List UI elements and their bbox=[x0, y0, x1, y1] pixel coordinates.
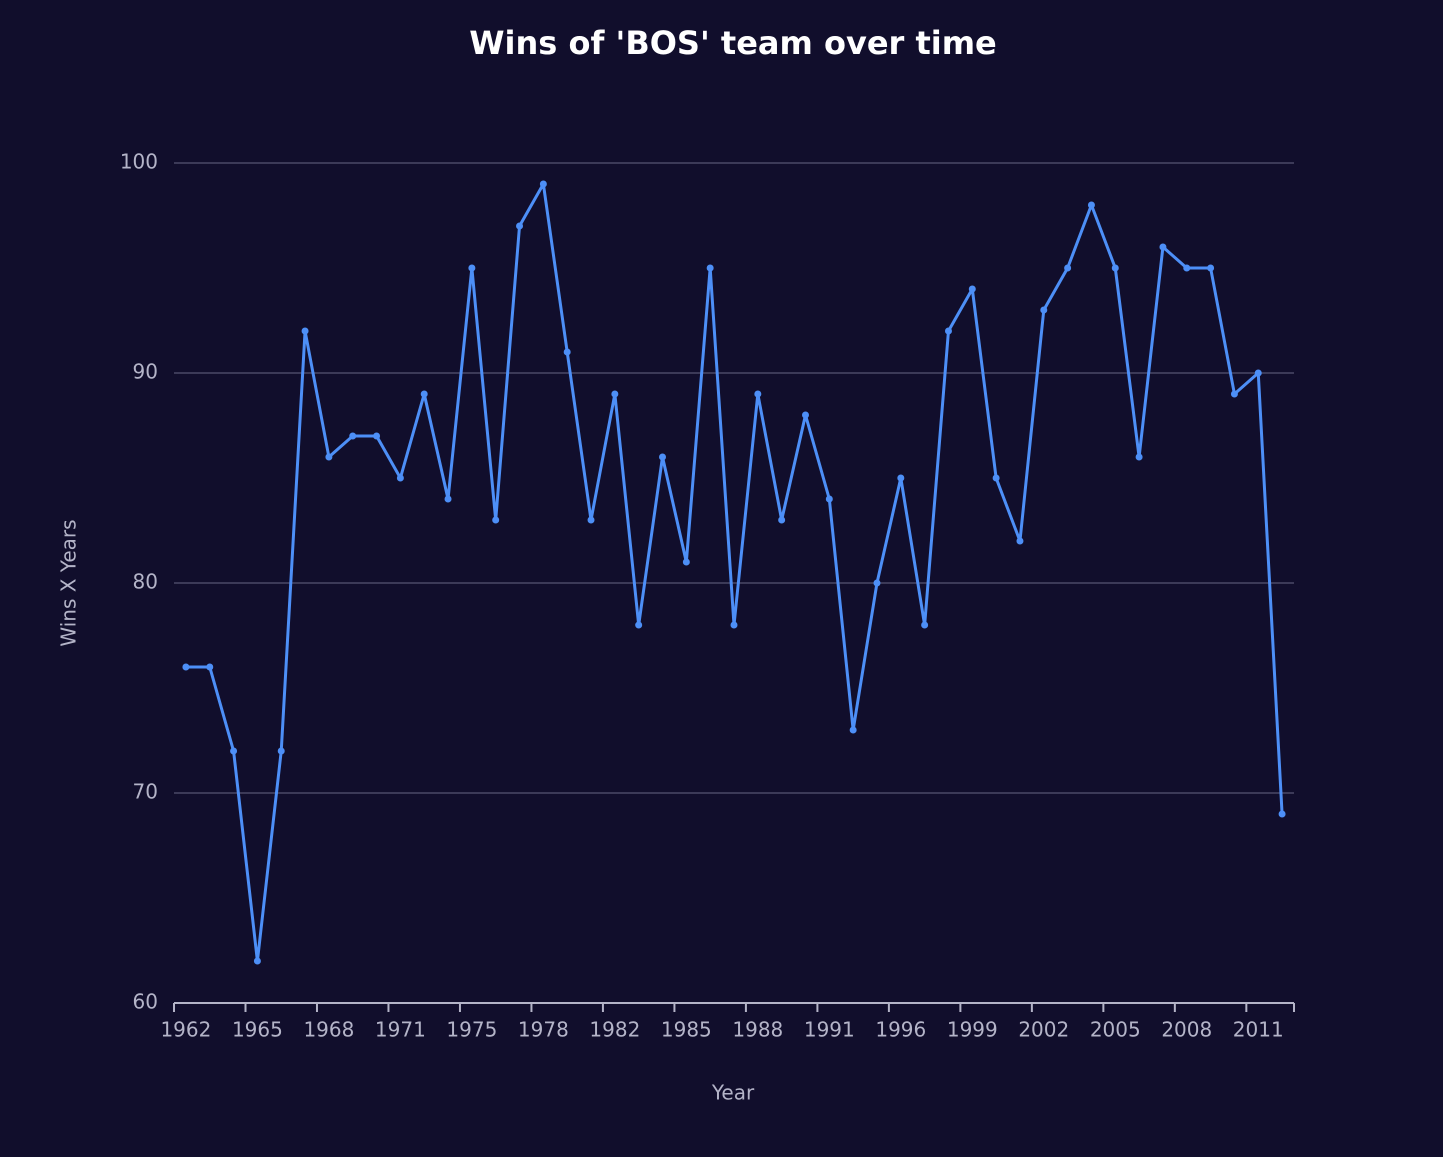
point bbox=[349, 432, 357, 440]
x-tick-label: 1968 bbox=[303, 1018, 354, 1042]
point bbox=[468, 264, 476, 272]
x-tick-label: 1975 bbox=[446, 1018, 497, 1042]
point bbox=[1040, 306, 1048, 314]
x-tick-label: 1962 bbox=[160, 1018, 211, 1042]
point bbox=[944, 327, 952, 335]
point bbox=[968, 285, 976, 293]
point bbox=[325, 453, 333, 461]
point bbox=[897, 474, 905, 482]
point bbox=[301, 327, 309, 335]
point bbox=[1135, 453, 1143, 461]
point bbox=[992, 474, 1000, 482]
y-axis-label: Wins X Years bbox=[57, 519, 81, 646]
point bbox=[754, 390, 762, 398]
point bbox=[1159, 243, 1167, 251]
y-tick-label: 100 bbox=[120, 150, 158, 174]
point bbox=[1064, 264, 1072, 272]
point bbox=[396, 474, 404, 482]
point bbox=[706, 264, 714, 272]
y-tick-label: 80 bbox=[133, 570, 158, 594]
point bbox=[420, 390, 428, 398]
point bbox=[516, 222, 524, 230]
point bbox=[587, 516, 595, 524]
point bbox=[444, 495, 452, 503]
point bbox=[730, 621, 738, 629]
point bbox=[659, 453, 667, 461]
x-tick-label: 1988 bbox=[732, 1018, 783, 1042]
x-tick-label: 2011 bbox=[1233, 1018, 1284, 1042]
point bbox=[253, 957, 261, 965]
point bbox=[492, 516, 500, 524]
x-tick-label: 2002 bbox=[1018, 1018, 1069, 1042]
point bbox=[635, 621, 643, 629]
point bbox=[230, 747, 238, 755]
y-tick-label: 60 bbox=[133, 990, 158, 1014]
point bbox=[825, 495, 833, 503]
x-tick-label: 1991 bbox=[804, 1018, 855, 1042]
x-tick-label: 1965 bbox=[232, 1018, 283, 1042]
x-tick-label: 1982 bbox=[589, 1018, 640, 1042]
point bbox=[1183, 264, 1191, 272]
x-tick-label: 1985 bbox=[661, 1018, 712, 1042]
x-tick-label: 2005 bbox=[1090, 1018, 1141, 1042]
point bbox=[1087, 201, 1095, 209]
point bbox=[373, 432, 381, 440]
point bbox=[921, 621, 929, 629]
point bbox=[1111, 264, 1119, 272]
point bbox=[801, 411, 809, 419]
y-tick-label: 70 bbox=[133, 780, 158, 804]
x-tick-label: 1978 bbox=[518, 1018, 569, 1042]
point bbox=[206, 663, 214, 671]
x-tick-label: 1971 bbox=[375, 1018, 426, 1042]
point bbox=[277, 747, 285, 755]
point bbox=[849, 726, 857, 734]
x-tick-label: 2008 bbox=[1161, 1018, 1212, 1042]
point bbox=[563, 348, 571, 356]
point bbox=[778, 516, 786, 524]
point bbox=[1207, 264, 1215, 272]
point bbox=[873, 579, 881, 587]
x-tick-label: 1996 bbox=[875, 1018, 926, 1042]
point bbox=[1230, 390, 1238, 398]
point bbox=[539, 180, 547, 188]
y-tick-label: 90 bbox=[133, 360, 158, 384]
point bbox=[1278, 810, 1286, 818]
point bbox=[611, 390, 619, 398]
point bbox=[1254, 369, 1262, 377]
x-tick-label: 1999 bbox=[947, 1018, 998, 1042]
point bbox=[682, 558, 690, 566]
point bbox=[1016, 537, 1024, 545]
x-axis-label: Year bbox=[711, 1081, 755, 1105]
chart-title: Wins of 'BOS' team over time bbox=[469, 24, 997, 62]
point bbox=[182, 663, 190, 671]
